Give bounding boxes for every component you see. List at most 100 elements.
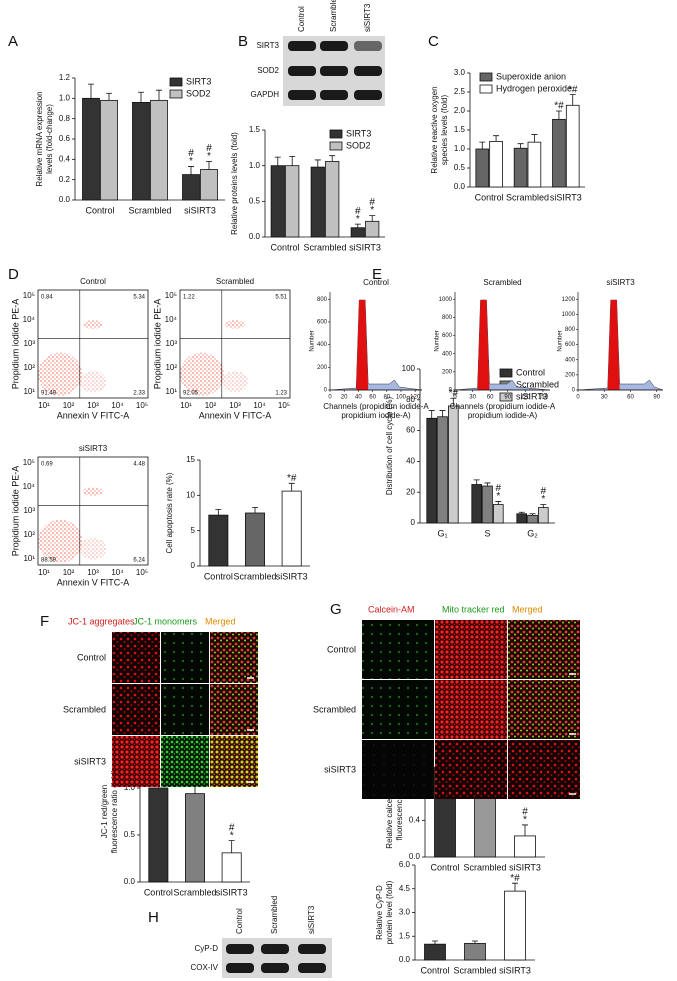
significance-label: # xyxy=(355,206,361,217)
blot-band xyxy=(288,66,316,76)
blot-band xyxy=(288,90,316,100)
x-axis-label: Annexin V FITC-A xyxy=(199,410,272,420)
blot-band xyxy=(354,90,382,100)
x-tick-label: 10³ xyxy=(87,401,99,410)
micrograph xyxy=(508,680,580,739)
plot-title: Scrambled xyxy=(483,278,521,287)
y-tick-label: 10⁴ xyxy=(23,482,36,491)
y-tick-label: 100 xyxy=(402,364,416,373)
significance-label: * xyxy=(541,494,545,505)
error-bar xyxy=(495,501,502,505)
bar xyxy=(350,227,365,238)
y-tick-label: 10¹ xyxy=(23,387,35,396)
error-bar xyxy=(522,824,528,836)
error-bar xyxy=(517,143,524,149)
y-tick-label: 0.0 xyxy=(124,877,136,886)
error-bar xyxy=(529,513,536,516)
x-tick-label: 10³ xyxy=(229,401,241,410)
legend-swatch xyxy=(479,84,493,94)
histogram-peak xyxy=(356,300,369,390)
y-tick-label: 0.0 xyxy=(454,182,466,191)
x-tick-label: 10⁴ xyxy=(253,401,266,410)
y-tick-label: 10⁵ xyxy=(165,291,177,300)
y-tick-label: 2.5 xyxy=(454,87,466,96)
x-axis-label: Annexin V FITC-A xyxy=(57,410,130,420)
x-tick-label: S xyxy=(484,528,490,538)
x-tick-label: siSIRT3 xyxy=(184,205,216,215)
error-bar xyxy=(518,511,525,514)
x-tick-label: Control xyxy=(270,242,299,252)
bar xyxy=(100,99,118,201)
y-tick-label: 1.0 xyxy=(124,783,136,792)
bar xyxy=(527,141,542,188)
x-tick-label: Scrambled xyxy=(506,192,549,202)
y-tick-label: 1.5 xyxy=(454,125,466,134)
histogram-shape xyxy=(577,299,664,391)
blot-band xyxy=(261,963,289,973)
y-axis-label: Propidium iodide PE-A xyxy=(10,466,20,557)
legend-swatch xyxy=(169,77,183,87)
histogram-peak xyxy=(607,300,620,390)
error-bar xyxy=(540,504,547,508)
y-tick-label: 10¹ xyxy=(23,554,35,563)
y-tick-label: 0.6 xyxy=(59,134,71,143)
y-tick-label: 0.0 xyxy=(249,232,261,241)
panel-label: A xyxy=(8,33,18,50)
y-tick-label: 0.2 xyxy=(59,175,71,184)
row-label: siSIRT3 xyxy=(74,756,106,766)
axes xyxy=(329,292,422,391)
significance-label: * xyxy=(356,214,360,225)
error-bar xyxy=(88,83,94,99)
x-axis-label: Channels (propidium iodide-A xyxy=(323,402,429,411)
error-bar xyxy=(288,482,295,492)
x-tick-label: 150 xyxy=(538,395,549,401)
x-tick-label: Control xyxy=(430,862,459,872)
x-tick-label: Control xyxy=(475,192,504,202)
legend-label: Control xyxy=(516,367,545,377)
error-bar xyxy=(188,166,194,175)
y-tick-label: 10² xyxy=(23,530,35,539)
y-tick-label: 0 xyxy=(191,561,196,570)
quadrant-value: 92.05 xyxy=(183,391,199,397)
error-bar xyxy=(493,135,500,142)
y-tick-label: 10⁴ xyxy=(165,315,178,324)
error-bar xyxy=(472,940,478,944)
blot-band xyxy=(298,963,326,973)
y-axis-label: Number xyxy=(435,330,441,351)
panel-label: E xyxy=(372,266,382,283)
y-tick-label: 10³ xyxy=(165,339,177,348)
y-tick-label: 3.0 xyxy=(454,68,466,77)
error-bar xyxy=(432,940,438,945)
significance-label: * xyxy=(230,830,234,841)
error-bar xyxy=(206,160,212,170)
significance-label: * xyxy=(207,151,211,162)
x-tick-label: 90 xyxy=(504,395,511,401)
x-tick-label: 0 xyxy=(453,395,457,401)
y-tick-label: 10² xyxy=(23,363,35,372)
y-tick-label: 10³ xyxy=(23,506,35,515)
x-tick-label: siSIRT3 xyxy=(216,887,248,897)
blot-band xyxy=(320,41,348,51)
y-tick-label: 1.0 xyxy=(249,161,261,170)
x-tick-label: siSIRT3 xyxy=(349,242,381,252)
bar xyxy=(489,140,503,188)
lane-label: Scrambled xyxy=(270,896,279,934)
row-label: CyP-D xyxy=(194,944,218,953)
error-bar xyxy=(329,155,336,162)
panel-label: H xyxy=(148,909,159,926)
x-tick-label: siSIRT3 xyxy=(550,192,582,202)
blot-band xyxy=(226,944,254,954)
bar xyxy=(552,118,566,188)
micrograph xyxy=(112,632,160,683)
significance-label: # xyxy=(229,822,235,833)
significance-label: # xyxy=(206,143,212,154)
channel-label: Calcein-AM xyxy=(368,604,415,614)
y-tick-label: 0 xyxy=(449,388,453,394)
y-axis-label: Cell apoptosis rate (%) xyxy=(165,472,174,553)
y-tick-label: 200 xyxy=(442,369,453,375)
y-tick-label: 1.0 xyxy=(454,144,466,153)
y-tick-label: 0.0 xyxy=(409,852,421,861)
y-tick-label: 5 xyxy=(191,526,196,535)
micrograph xyxy=(112,684,160,735)
x-tick-label: 20 xyxy=(341,395,348,401)
